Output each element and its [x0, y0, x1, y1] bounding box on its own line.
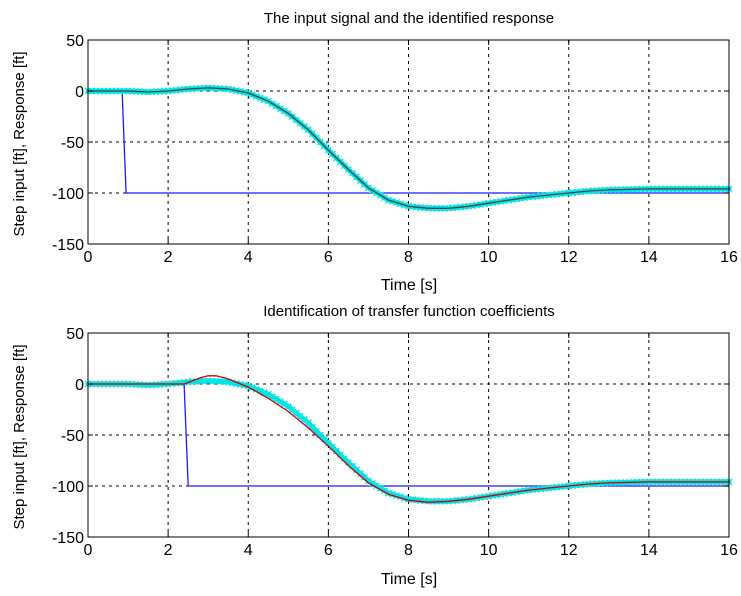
- x-tick-label: 6: [324, 542, 333, 559]
- y-tick-label: 0: [75, 377, 84, 394]
- x-tick-label: 14: [640, 249, 658, 266]
- series-line-2: [88, 87, 729, 209]
- x-axis-label: Time [s]: [381, 571, 437, 588]
- chart-bottom: Identification of transfer function coef…: [11, 303, 738, 588]
- x-axis-label: Time [s]: [381, 277, 437, 294]
- x-tick-label: 2: [164, 542, 173, 559]
- x-tick-label: 4: [244, 542, 253, 559]
- x-tick-label: 12: [560, 542, 578, 559]
- x-tick-label: 8: [404, 249, 413, 266]
- series-1-marker: [364, 477, 372, 485]
- series-1-marker: [372, 482, 380, 490]
- series-1-marker: [280, 400, 288, 408]
- series-1-marker: [276, 398, 284, 406]
- series-1-marker: [368, 479, 376, 487]
- x-tick-label: 12: [560, 249, 578, 266]
- x-tick-label: 2: [164, 249, 173, 266]
- x-tick-label: 4: [244, 249, 253, 266]
- y-tick-label: -150: [52, 530, 84, 547]
- y-tick-label: -50: [61, 428, 84, 445]
- x-tick-label: 16: [720, 542, 738, 559]
- y-tick-label: 50: [66, 326, 84, 343]
- series-1-marker: [268, 393, 276, 401]
- chart-top: The input signal and the identified resp…: [11, 10, 738, 294]
- y-tick-label: 0: [75, 84, 84, 101]
- chart-title: The input signal and the identified resp…: [264, 10, 554, 27]
- y-tick-label: -150: [52, 237, 84, 254]
- x-tick-label: 0: [84, 542, 93, 559]
- x-tick-label: 10: [480, 249, 498, 266]
- y-axis-label: Step input [ft], Response [ft]: [11, 344, 28, 529]
- x-tick-label: 0: [84, 249, 93, 266]
- y-tick-label: -50: [61, 135, 84, 152]
- x-tick-label: 10: [480, 542, 498, 559]
- y-axis-label: Step input [ft], Response [ft]: [11, 51, 28, 236]
- x-tick-label: 14: [640, 542, 658, 559]
- series-1-marker: [248, 384, 256, 392]
- x-tick-label: 8: [404, 542, 413, 559]
- y-tick-label: -100: [52, 186, 84, 203]
- series-line-2: [88, 375, 729, 503]
- series-1-marker: [252, 385, 260, 393]
- series-1-marker: [264, 390, 272, 398]
- y-tick-label: -100: [52, 479, 84, 496]
- chart-title: Identification of transfer function coef…: [263, 303, 555, 320]
- x-tick-label: 6: [324, 249, 333, 266]
- plot-area: 0 2 4 6 8 10 12 14 16 50 0 -50 -100 -150: [52, 326, 738, 559]
- y-tick-label: 50: [66, 33, 84, 50]
- x-tick-label: 16: [720, 249, 738, 266]
- series-1-marker: [272, 395, 280, 403]
- plot-area: 0 2 4 6 8 10 12 14 16 50 0 -50 -100 -150: [52, 33, 738, 266]
